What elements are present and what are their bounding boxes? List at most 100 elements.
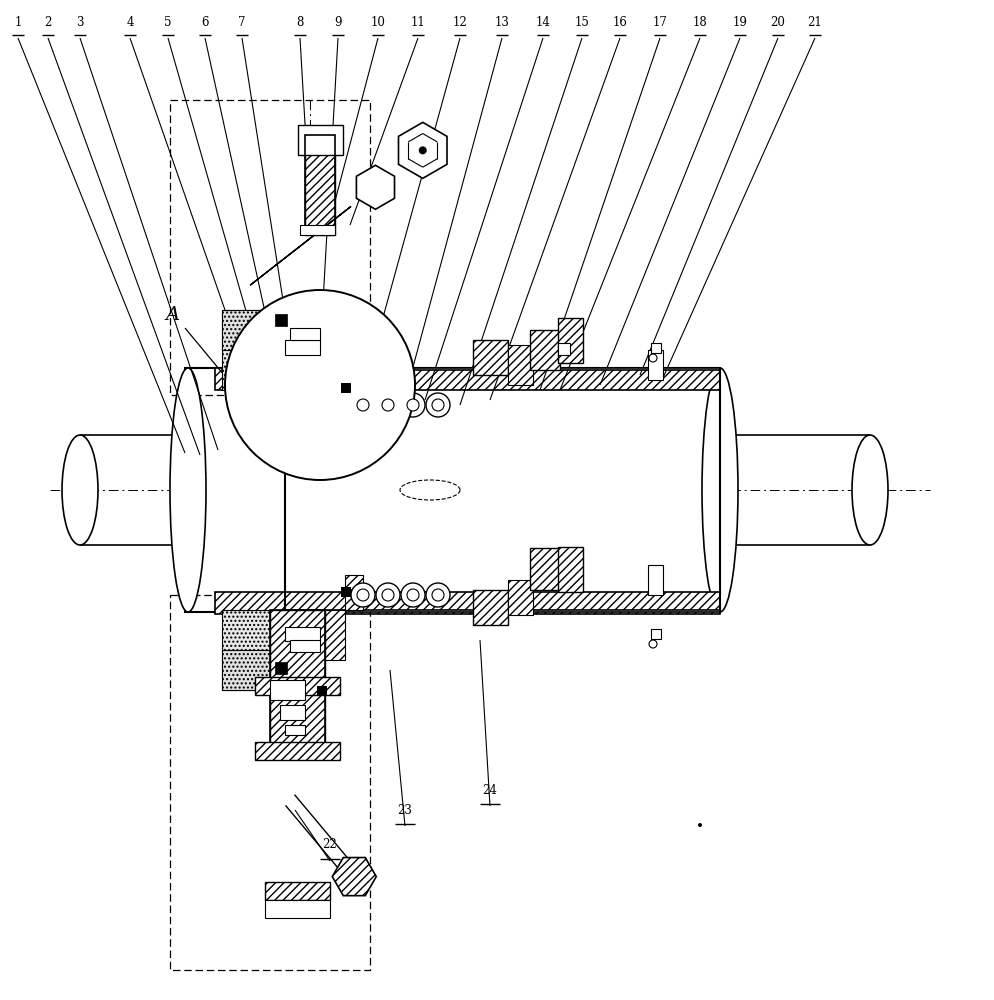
Ellipse shape (62, 435, 98, 545)
Circle shape (382, 399, 394, 411)
Circle shape (649, 354, 657, 362)
Circle shape (426, 393, 450, 417)
Polygon shape (399, 122, 447, 178)
Bar (473, 340, 508, 375)
Bar (530, 330, 560, 370)
Bar (255, 677, 340, 695)
Bar (341, 383, 351, 393)
Bar (300, 225, 335, 235)
Bar (285, 627, 320, 641)
Bar (265, 900, 330, 918)
Polygon shape (222, 650, 270, 690)
Bar (285, 610, 720, 612)
Bar (275, 662, 287, 674)
Bar (285, 725, 305, 735)
Bar (508, 345, 533, 385)
Polygon shape (222, 310, 270, 350)
Text: 16: 16 (612, 15, 627, 28)
Bar (648, 565, 663, 595)
Polygon shape (357, 165, 395, 209)
Polygon shape (332, 858, 377, 896)
Circle shape (357, 399, 369, 411)
Text: 18: 18 (693, 15, 708, 28)
Text: 5: 5 (164, 15, 172, 28)
Polygon shape (222, 310, 285, 390)
Circle shape (357, 589, 369, 601)
Bar (275, 314, 287, 326)
Bar (651, 629, 661, 639)
Bar (280, 705, 305, 720)
Circle shape (407, 399, 419, 411)
Text: 17: 17 (653, 15, 667, 28)
Bar (270, 610, 325, 750)
Bar (558, 318, 583, 363)
Bar (285, 340, 320, 355)
Bar (215, 368, 720, 390)
Bar (290, 328, 320, 340)
Circle shape (376, 583, 400, 607)
Text: 6: 6 (201, 15, 209, 28)
Text: 1: 1 (14, 15, 22, 28)
Circle shape (649, 640, 657, 648)
Bar (298, 125, 343, 155)
Bar (270, 610, 325, 750)
Circle shape (401, 583, 425, 607)
Bar (215, 592, 720, 614)
Bar (305, 135, 335, 235)
Bar (345, 320, 363, 355)
Text: 8: 8 (296, 15, 304, 28)
Bar (558, 343, 570, 355)
Bar (285, 368, 720, 370)
Circle shape (698, 823, 702, 827)
Text: 9: 9 (334, 15, 342, 28)
Text: 4: 4 (126, 15, 134, 28)
Polygon shape (250, 206, 351, 285)
Bar (473, 590, 508, 625)
Text: 12: 12 (452, 15, 467, 28)
Circle shape (351, 393, 375, 417)
Bar (341, 587, 351, 597)
Bar (648, 350, 663, 380)
Text: 23: 23 (398, 804, 413, 816)
Circle shape (225, 290, 415, 480)
Polygon shape (222, 610, 285, 690)
Text: 22: 22 (323, 838, 337, 852)
Bar (265, 882, 330, 900)
Text: 19: 19 (733, 15, 747, 28)
Text: 11: 11 (411, 15, 425, 28)
Text: A: A (166, 306, 180, 324)
Text: 7: 7 (239, 15, 246, 28)
Ellipse shape (170, 368, 206, 612)
Bar (508, 580, 533, 615)
Polygon shape (285, 310, 345, 390)
Text: 14: 14 (536, 15, 551, 28)
Bar (651, 343, 661, 353)
Circle shape (351, 583, 375, 607)
Circle shape (426, 583, 450, 607)
Text: 15: 15 (575, 15, 589, 28)
Text: 21: 21 (808, 15, 822, 28)
Ellipse shape (852, 435, 888, 545)
Text: 10: 10 (371, 15, 386, 28)
Bar (305, 135, 335, 235)
Bar (317, 686, 327, 696)
Ellipse shape (702, 368, 738, 612)
Circle shape (407, 589, 419, 601)
Circle shape (418, 146, 426, 154)
Text: 20: 20 (770, 15, 785, 28)
Circle shape (376, 393, 400, 417)
Circle shape (432, 589, 444, 601)
Bar (345, 575, 363, 610)
Text: 24: 24 (482, 784, 497, 796)
Bar (530, 548, 560, 590)
Circle shape (432, 399, 444, 411)
Bar (270, 680, 305, 700)
Text: 3: 3 (77, 15, 83, 28)
Bar (185, 368, 720, 612)
Bar (290, 640, 320, 652)
Text: 2: 2 (45, 15, 52, 28)
Circle shape (401, 393, 425, 417)
Circle shape (382, 589, 394, 601)
Bar (255, 742, 340, 760)
Polygon shape (285, 610, 345, 690)
